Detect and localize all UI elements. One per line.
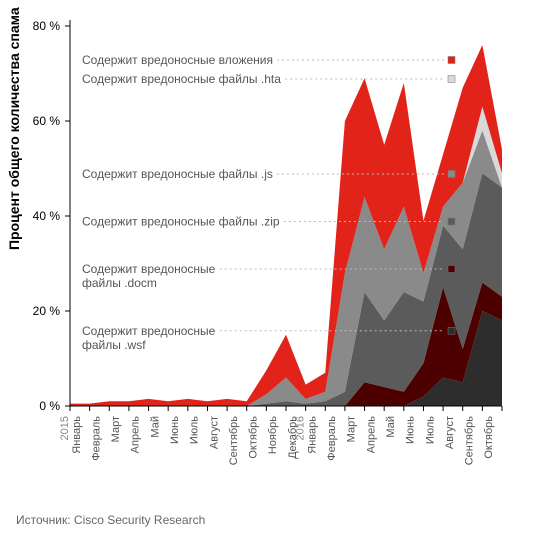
x-tick-label: Сентябрь [464,416,476,466]
x-tick-label: Июнь [405,416,417,444]
x-tick-label: Январь [71,416,83,454]
y-tick-label: 80 % [33,19,61,33]
x-tick-label: Апрель [130,416,142,454]
legend-marker-docm [448,266,455,273]
chart-container: Процент общего количества спама 0 % 20 % 4… [0,0,533,537]
legend-marker-zip [448,218,455,225]
x-tick-label: Ноябрь [267,416,279,454]
legend-label-attachments: Содержит вредоносные вложения [82,53,273,67]
legend-label-hta: Содержит вредоносные файлы .hta [82,72,281,86]
y-tick-label: 20 % [33,304,61,318]
x-tick-label: Февраль [326,416,338,461]
x-tick-label: Июнь [169,416,181,444]
x-tick-label: Июль [189,416,201,444]
y-tick-label: 60 % [33,114,61,128]
legend-label-docm: Содержит вредоносныефайлы .docm [82,262,216,290]
x-tick-label: Март [346,416,358,442]
x-tick-label: Февраль [90,416,102,461]
y-axis-title: Процент общего количества спама [6,7,22,250]
legend-marker-attachments [448,57,455,64]
x-tick-label: Сентябрь [228,416,240,466]
x-year-label: 2015 [59,416,71,440]
x-tick-label: Август [444,416,456,449]
y-tick-label: 0 % [39,399,60,413]
x-year-label: 2016 [294,416,306,440]
x-tick-label: Июль [424,416,436,444]
legend-label-zip: Содержит вредоносные файлы .zip [82,215,280,229]
x-tick-label: Апрель [365,416,377,454]
legend-marker-js [448,171,455,178]
legend-label-js: Содержит вредоносные файлы .js [82,167,273,181]
x-tick-label: Май [385,416,397,438]
x-tick-label: Октябрь [483,416,495,459]
legend-label-wsf: Содержит вредоносныефайлы .wsf [82,324,216,352]
x-tick-label: Май [149,416,161,438]
x-tick-label: Март [110,416,122,442]
y-tick-label: 40 % [33,209,61,223]
area-chart: 0 % 20 % 40 % 60 % 80 % Январь Февраль Март Апре… [0,0,533,500]
x-tick-label: Октябрь [248,416,260,459]
legend-marker-hta [448,76,455,83]
legend-marker-wsf [448,327,455,334]
source-label: Источник: Cisco Security Research [16,513,205,527]
x-tick-label: Январь [306,416,318,454]
x-tick-label: Август [208,416,220,449]
